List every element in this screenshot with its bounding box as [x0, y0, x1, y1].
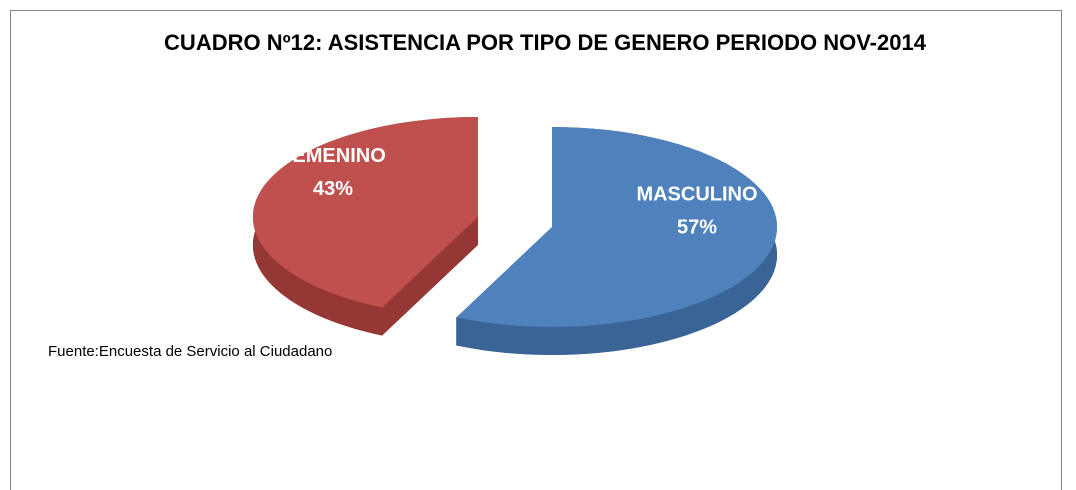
- chart-frame: [10, 10, 1062, 490]
- slice-category-label: FEMENINO: [280, 145, 386, 167]
- slice-value-label: 43%: [313, 178, 353, 200]
- slice: [252, 117, 478, 308]
- slice-depth: [382, 217, 478, 336]
- slice-value-label: 57%: [677, 217, 717, 239]
- slice: [456, 127, 777, 327]
- slice-category-label: MASCULINO: [636, 184, 757, 206]
- chart-title: CUADRO Nº12: ASISTENCIA POR TIPO DE GENE…: [164, 30, 926, 55]
- source-note: Fuente:Encuesta de Servicio al Ciudadano: [48, 343, 332, 360]
- slice-depth: [456, 127, 777, 355]
